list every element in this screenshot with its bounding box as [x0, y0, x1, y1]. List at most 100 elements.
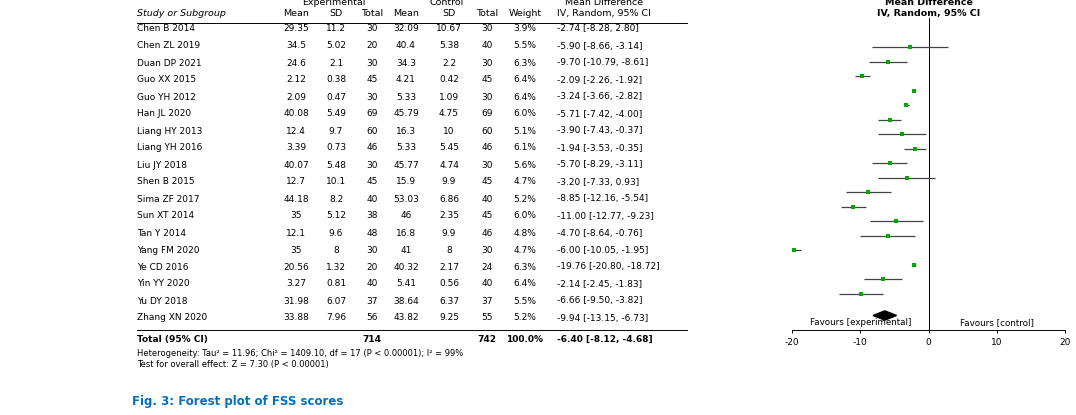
Polygon shape: [873, 311, 896, 320]
Text: Favours [experimental]: Favours [experimental]: [809, 318, 911, 327]
Text: -6.40 [-8.12, -4.68]: -6.40 [-8.12, -4.68]: [557, 334, 653, 344]
Text: -5.90 [-8.66, -3.14]: -5.90 [-8.66, -3.14]: [557, 42, 642, 51]
Text: Chen B 2014: Chen B 2014: [137, 24, 195, 34]
Text: 38.64: 38.64: [393, 296, 419, 305]
Text: Control: Control: [429, 0, 464, 7]
Text: 40: 40: [366, 195, 378, 203]
Text: 3.27: 3.27: [286, 279, 306, 288]
Text: 69: 69: [366, 110, 378, 119]
Text: 0.56: 0.56: [439, 279, 459, 288]
Text: 0.81: 0.81: [326, 279, 346, 288]
Text: 10.67: 10.67: [436, 24, 462, 34]
Text: 2.09: 2.09: [286, 93, 306, 102]
Text: Total: Total: [476, 9, 498, 18]
Text: Heterogeneity: Tau² = 11.96; Chi² = 1409.10, df = 17 (P < 0.00001); I² = 99%: Heterogeneity: Tau² = 11.96; Chi² = 1409…: [137, 349, 464, 357]
Text: Mean Difference: Mean Difference: [884, 0, 973, 7]
Text: Han JL 2020: Han JL 2020: [137, 110, 192, 119]
Text: 4.7%: 4.7%: [513, 178, 537, 186]
Text: 44.18: 44.18: [283, 195, 309, 203]
Text: 2.17: 2.17: [439, 263, 459, 271]
Text: 12.7: 12.7: [286, 178, 306, 186]
Text: 30: 30: [481, 59, 493, 68]
Text: 35: 35: [291, 246, 301, 254]
Text: 9.9: 9.9: [442, 229, 456, 237]
Text: 30: 30: [366, 93, 378, 102]
Text: 5.5%: 5.5%: [513, 42, 537, 51]
Text: Total (95% CI): Total (95% CI): [137, 334, 208, 344]
Text: 34.5: 34.5: [286, 42, 306, 51]
Text: 45.77: 45.77: [393, 161, 419, 169]
Text: Favours [control]: Favours [control]: [960, 318, 1034, 327]
Text: -3.20 [-7.33, 0.93]: -3.20 [-7.33, 0.93]: [557, 178, 639, 186]
Text: 30: 30: [481, 24, 493, 34]
Text: 46: 46: [481, 144, 493, 152]
Text: Yin YY 2020: Yin YY 2020: [137, 279, 189, 288]
Text: 3.9%: 3.9%: [513, 24, 537, 34]
Text: 2.1: 2.1: [329, 59, 343, 68]
Text: 5.33: 5.33: [396, 93, 416, 102]
Text: 45.79: 45.79: [393, 110, 419, 119]
Text: 2.12: 2.12: [286, 76, 306, 85]
Text: Fig. 3: Forest plot of FSS scores: Fig. 3: Forest plot of FSS scores: [132, 395, 343, 408]
Text: 4.75: 4.75: [439, 110, 459, 119]
Text: Yang FM 2020: Yang FM 2020: [137, 246, 199, 254]
Text: 46: 46: [400, 212, 412, 220]
Text: SD: SD: [442, 9, 455, 18]
Text: 34.3: 34.3: [396, 59, 416, 68]
Text: Guo XX 2015: Guo XX 2015: [137, 76, 196, 85]
Text: Zhang XN 2020: Zhang XN 2020: [137, 313, 208, 322]
Text: -5.70 [-8.29, -3.11]: -5.70 [-8.29, -3.11]: [557, 161, 642, 169]
Text: -11.00 [-12.77, -9.23]: -11.00 [-12.77, -9.23]: [557, 212, 654, 220]
Text: 48: 48: [366, 229, 378, 237]
Text: 5.12: 5.12: [326, 212, 346, 220]
Text: 2.2: 2.2: [442, 59, 456, 68]
Text: 6.4%: 6.4%: [513, 279, 537, 288]
Text: 24: 24: [481, 263, 493, 271]
Text: Shen B 2015: Shen B 2015: [137, 178, 195, 186]
Text: 30: 30: [366, 246, 378, 254]
Text: 4.7%: 4.7%: [513, 246, 537, 254]
Text: 4.74: 4.74: [439, 161, 459, 169]
Text: -9.94 [-13.15, -6.73]: -9.94 [-13.15, -6.73]: [557, 313, 648, 322]
Text: 56: 56: [366, 313, 378, 322]
Text: Liang HY 2013: Liang HY 2013: [137, 127, 202, 136]
Text: 60: 60: [481, 127, 493, 136]
Text: Test for overall effect: Z = 7.30 (P < 0.00001): Test for overall effect: Z = 7.30 (P < 0…: [137, 359, 329, 369]
Text: 40: 40: [366, 279, 378, 288]
Text: 5.2%: 5.2%: [513, 313, 537, 322]
Text: 12.4: 12.4: [286, 127, 306, 136]
Text: 6.3%: 6.3%: [513, 263, 537, 271]
Text: Chen ZL 2019: Chen ZL 2019: [137, 42, 200, 51]
Text: 5.1%: 5.1%: [513, 127, 537, 136]
Text: Mean: Mean: [393, 9, 419, 18]
Text: IV, Random, 95% CI: IV, Random, 95% CI: [557, 9, 651, 18]
Text: 10.1: 10.1: [326, 178, 346, 186]
Text: 16.8: 16.8: [396, 229, 416, 237]
Text: 11.2: 11.2: [326, 24, 346, 34]
Text: -6.66 [-9.50, -3.82]: -6.66 [-9.50, -3.82]: [557, 296, 642, 305]
Text: 6.37: 6.37: [439, 296, 459, 305]
Text: 8: 8: [447, 246, 452, 254]
Text: -6.00 [-10.05, -1.95]: -6.00 [-10.05, -1.95]: [557, 246, 649, 254]
Text: 46: 46: [481, 229, 493, 237]
Text: 1.09: 1.09: [439, 93, 459, 102]
Text: 45: 45: [481, 76, 493, 85]
Text: Total: Total: [360, 9, 383, 18]
Text: 45: 45: [481, 212, 493, 220]
Text: -1.94 [-3.53, -0.35]: -1.94 [-3.53, -0.35]: [557, 144, 642, 152]
Text: 5.48: 5.48: [326, 161, 346, 169]
Text: 6.86: 6.86: [439, 195, 459, 203]
Text: Ye CD 2016: Ye CD 2016: [137, 263, 188, 271]
Text: Mean Difference: Mean Difference: [565, 0, 643, 7]
Text: 32.09: 32.09: [393, 24, 419, 34]
Text: 4.21: 4.21: [396, 76, 416, 85]
Text: -2.14 [-2.45, -1.83]: -2.14 [-2.45, -1.83]: [557, 279, 642, 288]
Text: 31.98: 31.98: [283, 296, 309, 305]
Text: 0.47: 0.47: [326, 93, 346, 102]
Text: 5.6%: 5.6%: [513, 161, 537, 169]
Text: 5.5%: 5.5%: [513, 296, 537, 305]
Text: -2.74 [-8.28, 2.80]: -2.74 [-8.28, 2.80]: [557, 24, 639, 34]
Text: 6.3%: 6.3%: [513, 59, 537, 68]
Text: 20: 20: [366, 42, 378, 51]
Text: 40: 40: [481, 279, 493, 288]
